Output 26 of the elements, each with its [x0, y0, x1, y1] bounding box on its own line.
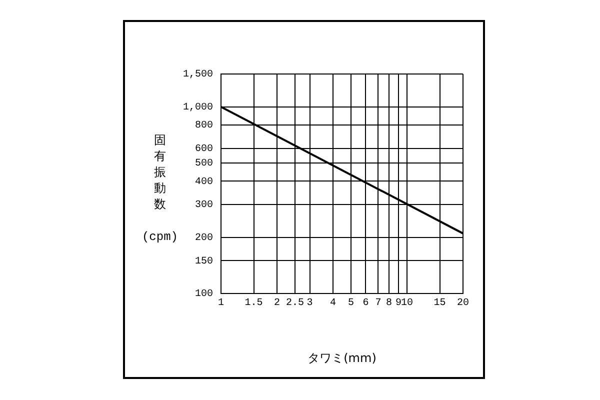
y-tick-label: 150 — [194, 256, 214, 268]
x-tick-label: 15 — [434, 298, 446, 310]
x-tick-label: 1.5 — [244, 298, 263, 310]
y-tick-label: 800 — [194, 120, 214, 132]
x-tick-label: 5 — [348, 298, 354, 310]
y-tick-label: 1,000 — [182, 102, 214, 114]
x-tick-label: 9 — [395, 298, 402, 310]
y-tick-label: 600 — [194, 144, 214, 155]
x-tick-label: 8 — [386, 298, 392, 310]
y-tick-label: 100 — [194, 289, 214, 300]
x-tick-label: 10 — [401, 298, 414, 310]
text: 固有振動数 (cpm) — [142, 133, 178, 244]
x-tick-label: 1 — [218, 298, 224, 310]
y-tick-label: 200 — [194, 233, 214, 244]
x-tick-label: 7 — [375, 298, 382, 310]
x-tick-label: 6 — [362, 298, 369, 310]
y-tick-label: 400 — [194, 176, 214, 188]
x-axis-title: タワミ(mm) — [308, 350, 376, 365]
x-tick-label: 4 — [330, 298, 336, 310]
x-tick-label: 2 — [274, 298, 280, 310]
y-tick-label: 300 — [194, 200, 214, 212]
y-tick-label: 1,500 — [182, 70, 214, 81]
x-tick-label: 20 — [456, 298, 470, 310]
x-tick-label: 3 — [306, 298, 313, 310]
y-tick-label: 500 — [194, 158, 214, 170]
x-tick-label: 2.5 — [286, 298, 304, 310]
